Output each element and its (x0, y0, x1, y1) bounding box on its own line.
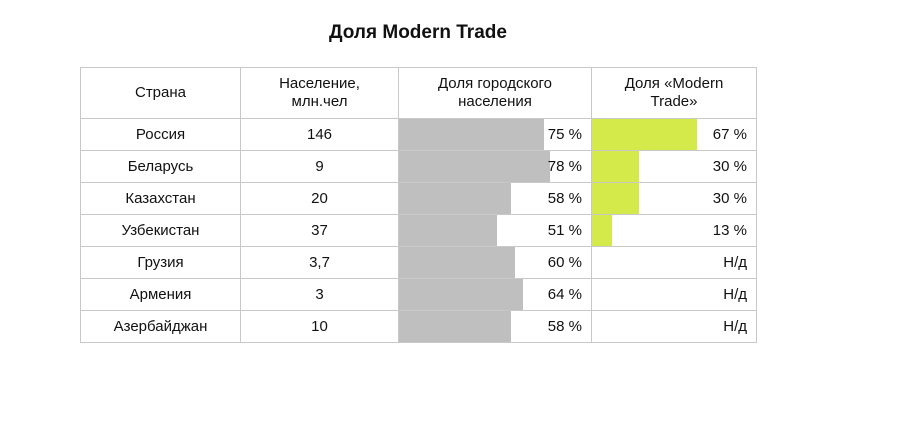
urban-share-cell: 58 % (398, 310, 592, 343)
table-row: Беларусь 9 78 % 30 % (80, 150, 757, 183)
table-row: Узбекистан 37 51 % 13 % (80, 214, 757, 247)
population-cell: 9 (240, 150, 399, 183)
table-row: Грузия 3,7 60 % Н/д (80, 246, 757, 279)
modern-trade-share-value: 67 % (712, 126, 747, 143)
modern-trade-share-value: Н/д (723, 254, 747, 271)
urban-share-cell: 58 % (398, 182, 592, 215)
table-row: Казахстан 20 58 % 30 % (80, 182, 757, 215)
urban-share-value: 51 % (547, 222, 582, 239)
urban-share-bar (399, 119, 544, 150)
urban-share-bar (399, 215, 498, 246)
header-row: Страна Население, млн.чел Доля городског… (80, 67, 757, 119)
modern-trade-table: Страна Население, млн.чел Доля городског… (80, 67, 757, 343)
country-cell: Узбекистан (80, 214, 241, 247)
modern-trade-share-bar (592, 215, 613, 246)
population-cell: 37 (240, 214, 399, 247)
urban-share-value: 78 % (547, 158, 582, 175)
header-country: Страна (80, 67, 241, 119)
table-row: Азербайджан 10 58 % Н/д (80, 310, 757, 343)
modern-trade-share-value: 13 % (712, 222, 747, 239)
modern-trade-share-cell: 13 % (591, 214, 757, 247)
modern-trade-share-cell: Н/д (591, 310, 757, 343)
modern-trade-share-bar (592, 119, 697, 150)
urban-share-bar (399, 183, 511, 214)
header-population: Население, млн.чел (240, 67, 399, 119)
modern-trade-share-value: Н/д (723, 286, 747, 303)
urban-share-value: 60 % (547, 254, 582, 271)
modern-trade-share-value: Н/д (723, 318, 747, 335)
country-cell: Азербайджан (80, 310, 241, 343)
population-cell: 3 (240, 278, 399, 311)
country-cell: Казахстан (80, 182, 241, 215)
table-row: Армения 3 64 % Н/д (80, 278, 757, 311)
urban-share-bar (399, 311, 511, 342)
urban-share-bar (399, 247, 515, 278)
population-cell: 10 (240, 310, 399, 343)
country-cell: Беларусь (80, 150, 241, 183)
urban-share-cell: 75 % (398, 118, 592, 151)
population-cell: 146 (240, 118, 399, 151)
modern-trade-share-value: 30 % (712, 190, 747, 207)
modern-trade-share-cell: Н/д (591, 278, 757, 311)
modern-trade-share-cell: 67 % (591, 118, 757, 151)
modern-trade-share-cell: 30 % (591, 150, 757, 183)
urban-share-bar (399, 279, 523, 310)
country-cell: Россия (80, 118, 241, 151)
urban-share-value: 75 % (547, 126, 582, 143)
country-cell: Армения (80, 278, 241, 311)
urban-share-cell: 78 % (398, 150, 592, 183)
urban-share-value: 58 % (547, 318, 582, 335)
modern-trade-share-bar (592, 183, 639, 214)
urban-share-cell: 51 % (398, 214, 592, 247)
modern-trade-share-cell: Н/д (591, 246, 757, 279)
population-cell: 3,7 (240, 246, 399, 279)
modern-trade-share-value: 30 % (712, 158, 747, 175)
modern-trade-share-cell: 30 % (591, 182, 757, 215)
table-row: Россия 146 75 % 67 % (80, 118, 757, 151)
urban-share-value: 58 % (547, 190, 582, 207)
header-urban-share: Доля городского населения (398, 67, 592, 119)
urban-share-cell: 60 % (398, 246, 592, 279)
urban-share-cell: 64 % (398, 278, 592, 311)
country-cell: Грузия (80, 246, 241, 279)
urban-share-bar (399, 151, 550, 182)
header-modern-trade-share: Доля «Modern Trade» (591, 67, 757, 119)
population-cell: 20 (240, 182, 399, 215)
modern-trade-share-bar (592, 151, 639, 182)
chart-title: Доля Modern Trade (329, 22, 507, 43)
urban-share-value: 64 % (547, 286, 582, 303)
